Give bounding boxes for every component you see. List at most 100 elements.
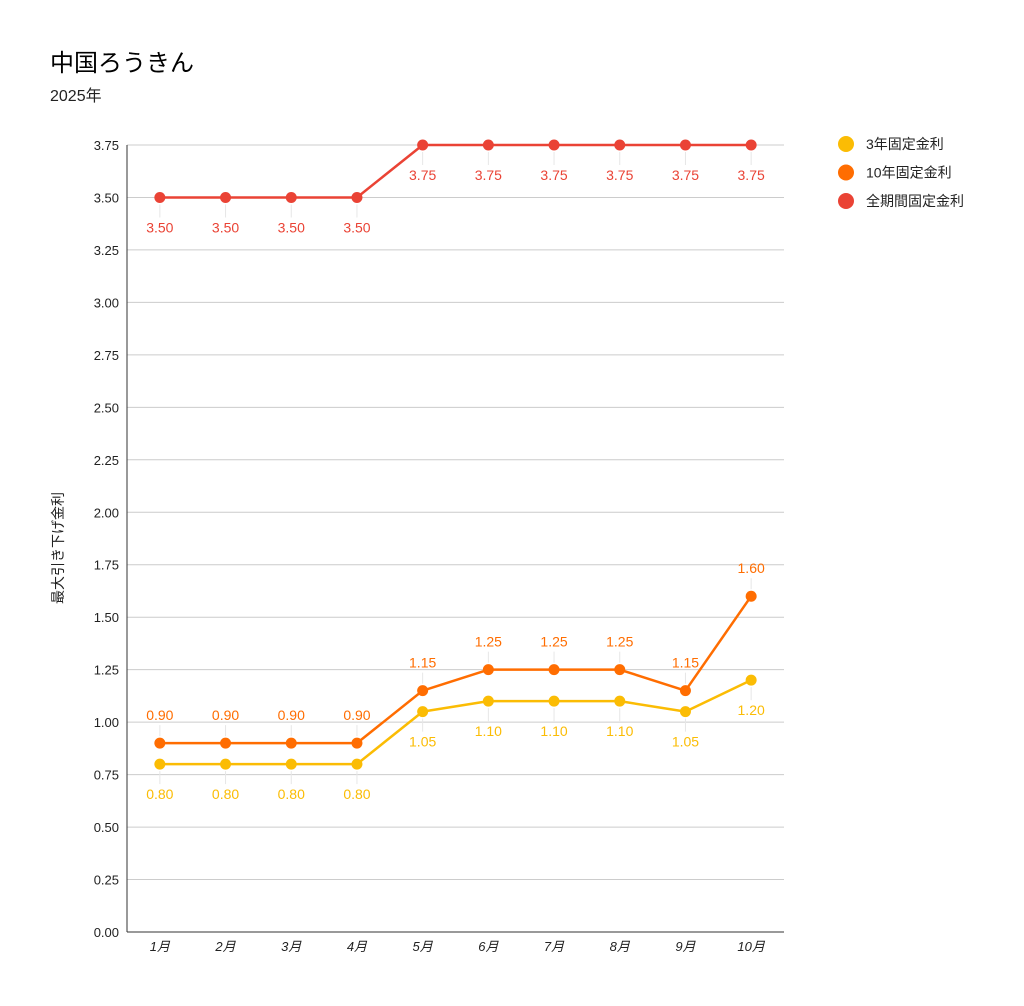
y-tick-label: 0.50 — [94, 820, 119, 835]
data-point[interactable] — [285, 737, 297, 749]
data-point[interactable] — [679, 685, 691, 697]
data-label: 1.25 — [606, 634, 633, 650]
chart-subtitle: 2025年 — [50, 87, 102, 105]
data-label: 3.50 — [278, 219, 305, 235]
data-label: 3.75 — [409, 167, 436, 183]
y-tick-label: 3.75 — [94, 138, 119, 153]
series-line — [159, 595, 753, 745]
data-point[interactable] — [154, 191, 166, 203]
data-point[interactable] — [154, 737, 166, 749]
x-tick-label: 5月 — [413, 939, 434, 954]
data-point[interactable] — [482, 139, 494, 151]
data-point[interactable] — [417, 685, 429, 697]
data-label: 0.90 — [146, 707, 173, 723]
y-tick-label: 2.50 — [94, 400, 119, 415]
data-label: 3.50 — [212, 219, 239, 235]
data-label: 1.10 — [540, 723, 567, 739]
data-label: 3.50 — [146, 219, 173, 235]
legend-marker-icon — [838, 193, 854, 209]
data-point[interactable] — [154, 758, 166, 770]
axes — [126, 145, 784, 933]
y-tick-label: 2.25 — [94, 453, 119, 468]
y-tick-label: 0.75 — [94, 768, 119, 783]
legend-marker-icon — [838, 164, 854, 181]
data-label: 1.15 — [672, 655, 699, 671]
y-tick-label: 2.00 — [94, 505, 119, 520]
data-label: 0.90 — [343, 707, 370, 723]
data-point[interactable] — [679, 139, 691, 151]
data-label: 1.60 — [738, 560, 765, 576]
legend-item[interactable]: 3年固定金利 — [838, 136, 944, 152]
x-tick-label: 8月 — [610, 939, 631, 954]
chart-title: 中国ろうきん — [50, 50, 194, 77]
data-label: 0.80 — [343, 786, 370, 802]
data-point[interactable] — [285, 191, 297, 203]
data-label: 3.75 — [540, 167, 567, 183]
legend-item[interactable]: 10年固定金利 — [838, 164, 952, 181]
x-tick-label: 2月 — [214, 939, 236, 954]
y-tick-label: 1.00 — [94, 715, 119, 730]
data-point[interactable] — [679, 706, 691, 718]
y-tick-label: 1.75 — [94, 558, 119, 573]
data-label: 1.20 — [738, 702, 765, 718]
y-tick-label: 2.75 — [94, 348, 119, 363]
data-point[interactable] — [745, 590, 757, 602]
x-tick-label: 6月 — [478, 939, 499, 954]
data-point[interactable] — [351, 191, 363, 203]
data-point[interactable] — [614, 139, 626, 151]
series-line — [159, 679, 752, 766]
data-point[interactable] — [482, 695, 494, 707]
legend-label: 全期間固定金利 — [866, 193, 964, 209]
data-point[interactable] — [548, 139, 560, 151]
x-tick-label: 9月 — [675, 939, 696, 954]
data-label: 3.75 — [672, 167, 699, 183]
series-group: 0.80 0.80 0.80 0.80 1.05 1.10 1.10 1.10 1.05 1.20… — [146, 139, 765, 802]
data-point[interactable] — [745, 674, 757, 686]
data-point[interactable] — [614, 664, 626, 676]
x-tick-label: 4月 — [347, 939, 368, 954]
series-line — [159, 143, 752, 199]
data-label: 1.05 — [409, 734, 436, 750]
data-point[interactable] — [417, 139, 429, 151]
y-axis-label: 最大引き下げ金利 — [50, 492, 66, 604]
data-point[interactable] — [548, 695, 560, 707]
y-tick-label: 3.25 — [94, 243, 119, 258]
data-point[interactable] — [482, 664, 494, 676]
data-label: 0.90 — [212, 707, 239, 723]
series-1: 0.80 0.80 0.80 0.80 1.05 1.10 1.10 1.10 1.05 1.20 — [146, 674, 765, 802]
data-label: 1.05 — [672, 734, 699, 750]
y-axis-ticks: 0.00 0.25 0.50 0.75 1.00 1.25 1.50 1.75 2.00 2.25… — [94, 138, 119, 940]
data-label: 3.50 — [343, 219, 370, 235]
y-tick-label: 0.00 — [94, 925, 119, 940]
x-tick-label: 7月 — [544, 939, 565, 954]
data-point[interactable] — [220, 737, 232, 749]
data-point[interactable] — [745, 139, 757, 151]
data-point[interactable] — [285, 758, 297, 770]
data-label: 1.25 — [475, 634, 502, 650]
data-label: 1.25 — [540, 634, 567, 650]
y-tick-label: 3.50 — [94, 190, 119, 205]
data-label: 3.75 — [475, 167, 502, 183]
data-label: 0.80 — [278, 786, 305, 802]
x-tick-label: 10月 — [737, 939, 765, 954]
legend-marker-icon — [838, 136, 854, 152]
data-point[interactable] — [351, 758, 363, 770]
data-point[interactable] — [614, 695, 626, 707]
data-point[interactable] — [220, 758, 232, 770]
legend-item[interactable]: 全期間固定金利 — [838, 193, 964, 209]
data-point[interactable] — [417, 706, 429, 718]
data-point[interactable] — [548, 664, 560, 676]
series-3: 3.50 3.50 3.50 3.50 3.75 3.75 3.75 3.75 3.75 3.75 — [146, 139, 765, 235]
data-label: 1.15 — [409, 655, 436, 671]
data-point[interactable] — [351, 737, 363, 749]
data-point[interactable] — [220, 191, 232, 203]
y-tick-label: 1.50 — [94, 610, 119, 625]
x-axis-ticks: 1月 2月 3月 4月 5月 6月 7月 8月 9月 10月 — [150, 939, 766, 954]
data-label: 3.75 — [738, 167, 765, 183]
legend-label: 3年固定金利 — [866, 136, 944, 152]
data-label: 1.10 — [475, 723, 502, 739]
data-label: 0.80 — [212, 786, 239, 802]
